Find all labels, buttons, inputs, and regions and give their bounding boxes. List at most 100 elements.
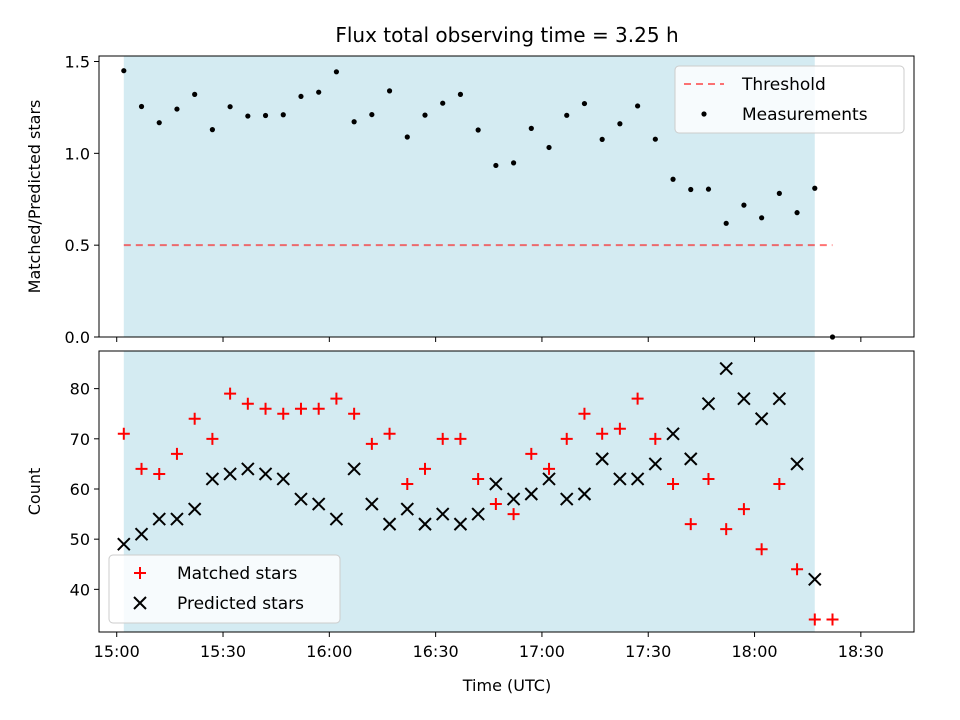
measurement-point [705,186,712,192]
legend-predicted-swatch [133,596,147,610]
top-axes-frame [98,55,915,338]
predicted-star-marker [666,427,680,441]
predicted-star-marker [790,457,804,471]
matched-star-marker [348,407,361,420]
predicted-star-marker [347,462,361,476]
matched-star-marker [383,427,396,440]
measurement-point [404,134,410,140]
measurement-point [333,69,340,75]
measurement-point [280,112,286,118]
measurement-points [121,68,836,340]
matched-star-marker [170,447,183,460]
matched-star-marker [241,397,254,410]
measurement-point [670,176,676,182]
predicted-stars-markers [117,361,822,587]
matched-star-marker [791,563,804,576]
measurement-point [298,93,304,100]
top-y-tick-label: 1.5 [65,53,90,72]
bot-y-tick-label: 60 [70,480,90,499]
predicted-star-marker [772,391,787,406]
measurement-point [546,144,552,151]
measurement-point [617,121,623,127]
predicted-star-marker [152,512,166,526]
predicted-star-marker [258,467,273,481]
measurement-point [422,112,428,118]
top-panel: 0.0 0.5 1.0 1.5 Matched/Predicted stars Thr… [25,53,915,347]
measurement-point [493,162,499,169]
predicted-star-marker [506,492,521,506]
predicted-star-marker [294,492,308,506]
predicted-star-marker [223,467,237,481]
measurement-point [192,91,198,97]
predicted-star-marker [630,472,645,486]
legend-matched-label: Matched stars [177,564,297,584]
predicted-star-marker [577,487,592,501]
measurement-point [156,120,162,126]
matched-star-marker [188,412,201,425]
x-tick-label: 18:30 [838,642,884,661]
matched-star-marker [773,477,786,490]
top-legend: Threshold Measurements [674,65,905,134]
matched-star-marker [613,422,626,435]
x-axis-label: Time (UTC) [462,676,551,695]
predicted-star-marker [382,517,397,531]
top-legend-box [674,65,905,134]
bottom-panel: 15:00 15:30 16:00 16:30 17:00 17:30 18:00 18:30… [25,350,915,695]
matched-star-marker [667,477,680,490]
bottom-y-axis-label: Count [25,468,44,516]
predicted-star-marker [701,396,716,411]
predicted-star-marker [453,517,468,531]
predicted-star-marker [276,472,290,486]
predicted-star-marker [436,507,450,521]
matched-star-marker [117,427,130,440]
x-tick-label: 16:30 [413,642,459,661]
measurement-point [528,125,534,131]
top-y-tick-label: 1.0 [65,144,90,163]
measurement-point [475,127,481,133]
matched-star-marker [419,462,431,475]
matched-star-marker [737,503,750,516]
matched-star-marker [259,402,272,415]
legend-predicted-label: Predicted stars [177,594,304,614]
matched-star-marker [312,402,325,415]
bot-y-tick-label: 70 [70,430,90,449]
matched-star-marker [153,467,166,480]
predicted-star-marker [489,477,503,491]
predicted-star-marker [560,492,574,506]
matched-star-marker [702,472,715,485]
predicted-star-marker [719,361,733,376]
measurement-point [581,100,588,107]
matched-star-marker [436,432,449,445]
bottom-legend-box [108,554,341,624]
predicted-star-marker [754,412,769,426]
matched-star-marker [330,392,343,405]
predicted-star-marker [400,502,414,516]
x-tick-label: 15:00 [94,642,140,661]
bottom-legend: Matched stars Predicted stars [108,554,341,624]
matched-star-marker [631,392,644,405]
matched-star-marker [560,432,573,445]
matched-star-marker [135,462,148,475]
bottom-axes-frame [98,350,915,633]
measurement-point [138,103,145,110]
x-tick-label: 16:00 [306,642,352,661]
matched-star-marker [808,613,821,626]
measurement-point [121,68,127,74]
x-tick-label: 17:30 [625,642,671,661]
predicted-star-marker [684,452,698,466]
measurement-point [209,127,215,133]
predicted-star-marker [365,497,379,511]
predicted-star-marker [524,487,539,501]
predicted-star-marker [542,472,556,486]
predicted-star-marker [205,472,220,486]
predicted-star-marker [311,497,326,511]
measurement-point [599,136,605,142]
measurement-point [652,136,658,142]
measurement-point [386,88,393,94]
measurement-point [564,112,570,118]
bot-y-tick-label: 40 [70,580,90,599]
matched-stars-markers [117,387,839,626]
bot-y-tick-label: 80 [70,380,90,399]
x-tick-label: 15:30 [200,642,246,661]
